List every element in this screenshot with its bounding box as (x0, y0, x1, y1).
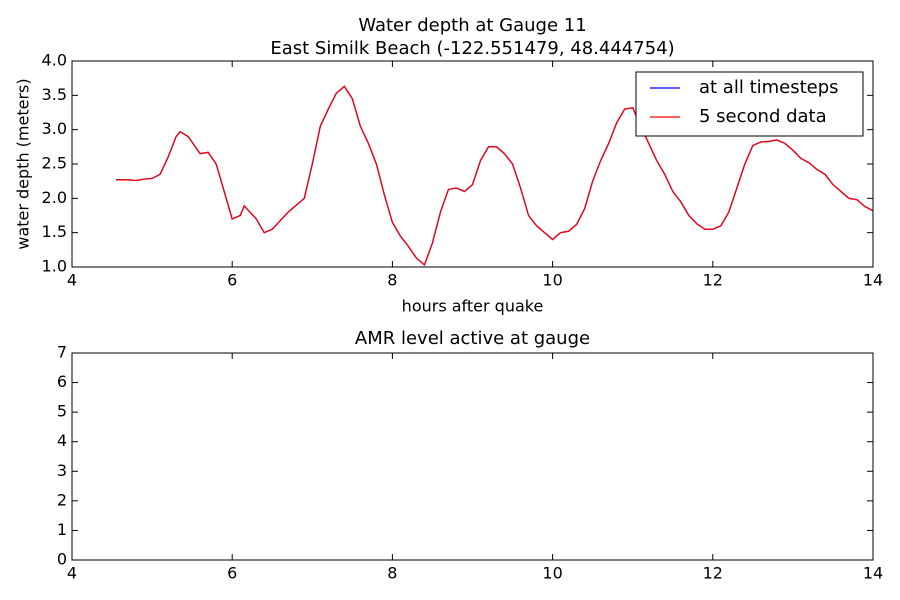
x-tick-label: 12 (703, 564, 723, 583)
chart-title: Water depth at Gauge 11 (358, 15, 586, 36)
x-tick-label: 8 (387, 271, 397, 290)
plot-frame (71, 60, 874, 268)
plot-frame (71, 352, 874, 561)
x-tick-label: 12 (703, 271, 723, 290)
y-tick-label: 4.0 (42, 51, 67, 70)
x-axis-label: hours after quake (402, 297, 544, 316)
x-tick-label: 8 (387, 564, 397, 583)
y-tick-label: 3 (57, 461, 67, 480)
y-tick-label: 1.0 (42, 257, 67, 276)
y-tick-label: 1 (57, 520, 67, 539)
x-tick-label: 14 (863, 564, 883, 583)
x-tick-label: 6 (227, 271, 237, 290)
y-tick-label: 2.0 (42, 188, 67, 207)
y-tick-label: 2.5 (42, 154, 67, 173)
y-tick-label: 1.5 (42, 222, 67, 241)
y-tick-label: 6 (57, 372, 67, 391)
x-tick-label: 4 (67, 271, 77, 290)
chart-subtitle: East Similk Beach (-122.551479, 48.44475… (270, 38, 674, 59)
legend-label: at all timesteps (699, 77, 839, 98)
x-tick-label: 6 (227, 564, 237, 583)
x-tick-label: 14 (863, 271, 883, 290)
legend-box (635, 71, 864, 137)
y-tick-label: 3.0 (42, 119, 67, 138)
chart-title: AMR level active at gauge (355, 328, 590, 349)
x-tick-label: 4 (67, 564, 77, 583)
y-tick-label: 3.5 (42, 85, 67, 104)
y-tick-label: 4 (57, 431, 67, 450)
y-tick-label: 2 (57, 490, 67, 509)
y-axis-label: water depth (meters) (14, 78, 33, 249)
line-series (116, 85, 874, 267)
x-tick-label: 10 (542, 271, 562, 290)
legend-label: 5 second data (699, 106, 827, 127)
y-tick-label: 0 (57, 550, 67, 569)
y-tick-label: 7 (57, 343, 67, 362)
y-tick-label: 5 (57, 402, 67, 421)
x-tick-label: 10 (542, 564, 562, 583)
